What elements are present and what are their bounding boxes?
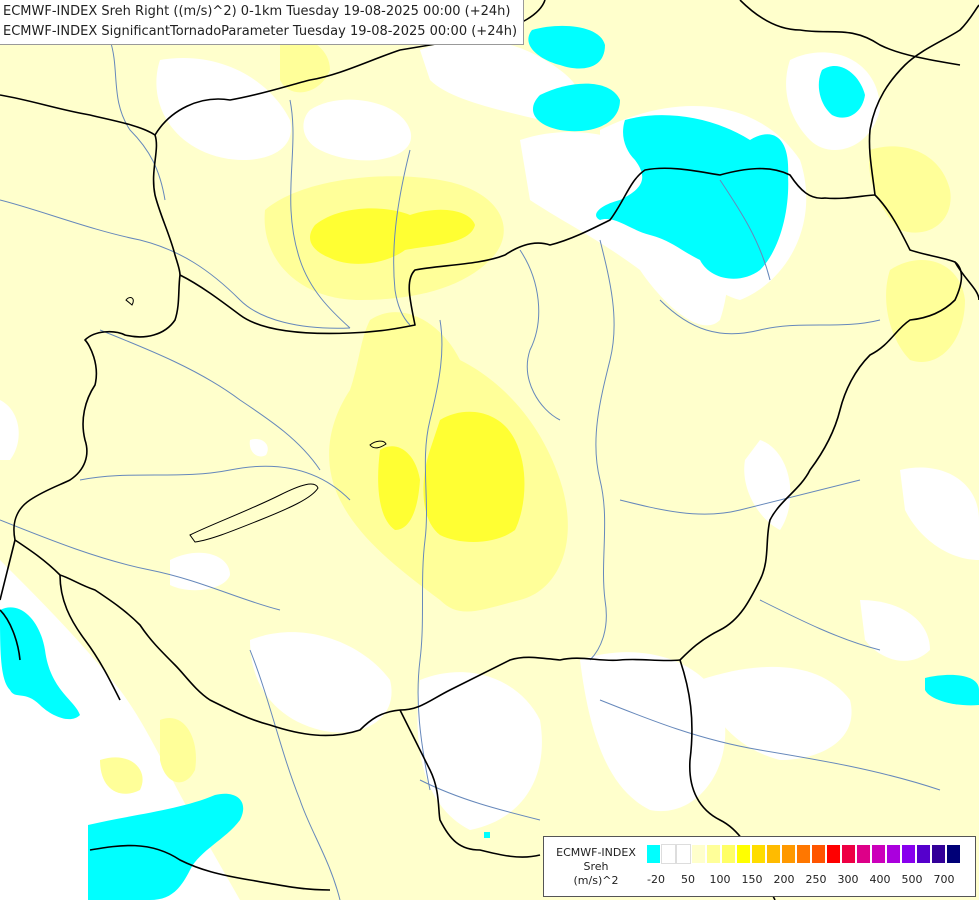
legend-swatch	[766, 844, 781, 864]
legend-swatch	[856, 844, 871, 864]
legend-tick-label: 300	[837, 873, 859, 886]
color-legend: ECMWF-INDEX Sreh (m/s)^2 -20 50 100 150 200 2…	[543, 836, 976, 897]
cyan-areas	[0, 25, 979, 900]
legend-swatch	[796, 844, 811, 864]
header-line-sreh: ECMWF-INDEX Sreh Right ((m/s)^2) 0-1km T…	[3, 4, 511, 19]
legend-swatch	[751, 844, 766, 864]
legend-swatch	[661, 844, 676, 864]
legend-swatch	[886, 844, 901, 864]
legend-swatch	[646, 844, 661, 864]
legend-swatch	[931, 844, 946, 864]
legend-tick-label: 200	[773, 873, 795, 886]
bright-yellow-areas	[310, 208, 525, 542]
legend-swatch	[811, 844, 826, 864]
lakes	[125, 297, 387, 543]
legend-swatch	[706, 844, 721, 864]
legend-unit: (m/s)^2	[573, 874, 619, 887]
legend-ticks: -20 50 100 150 200 250 300 400 500 700	[646, 873, 976, 887]
legend-param: Sreh	[583, 860, 609, 873]
legend-swatch	[901, 844, 916, 864]
legend-swatch	[871, 844, 886, 864]
legend-swatch	[721, 844, 736, 864]
legend-swatch	[676, 844, 691, 864]
legend-tick-label: 100	[709, 873, 731, 886]
legend-title: ECMWF-INDEX Sreh (m/s)^2	[548, 846, 644, 888]
legend-swatch	[736, 844, 751, 864]
legend-swatch	[946, 844, 961, 864]
legend-tick-label: 700	[933, 873, 955, 886]
legend-swatch	[841, 844, 856, 864]
rivers	[0, 39, 941, 900]
legend-tick-label: 50	[681, 873, 695, 886]
legend-swatch	[916, 844, 931, 864]
map-header: ECMWF-INDEX Sreh Right ((m/s)^2) 0-1km T…	[0, 0, 525, 45]
legend-swatch	[691, 844, 706, 864]
legend-swatch	[826, 844, 841, 864]
legend-tick-label: 500	[901, 873, 923, 886]
legend-tick-label: 250	[805, 873, 827, 886]
header-line-stp: ECMWF-INDEX SignificantTornadoParameter …	[3, 24, 518, 39]
legend-tick-label: -20	[647, 873, 665, 886]
legend-swatches	[646, 844, 961, 864]
legend-swatch	[781, 844, 796, 864]
legend-tick-label: 400	[869, 873, 891, 886]
legend-source: ECMWF-INDEX	[556, 846, 636, 859]
legend-tick-label: 150	[741, 873, 763, 886]
